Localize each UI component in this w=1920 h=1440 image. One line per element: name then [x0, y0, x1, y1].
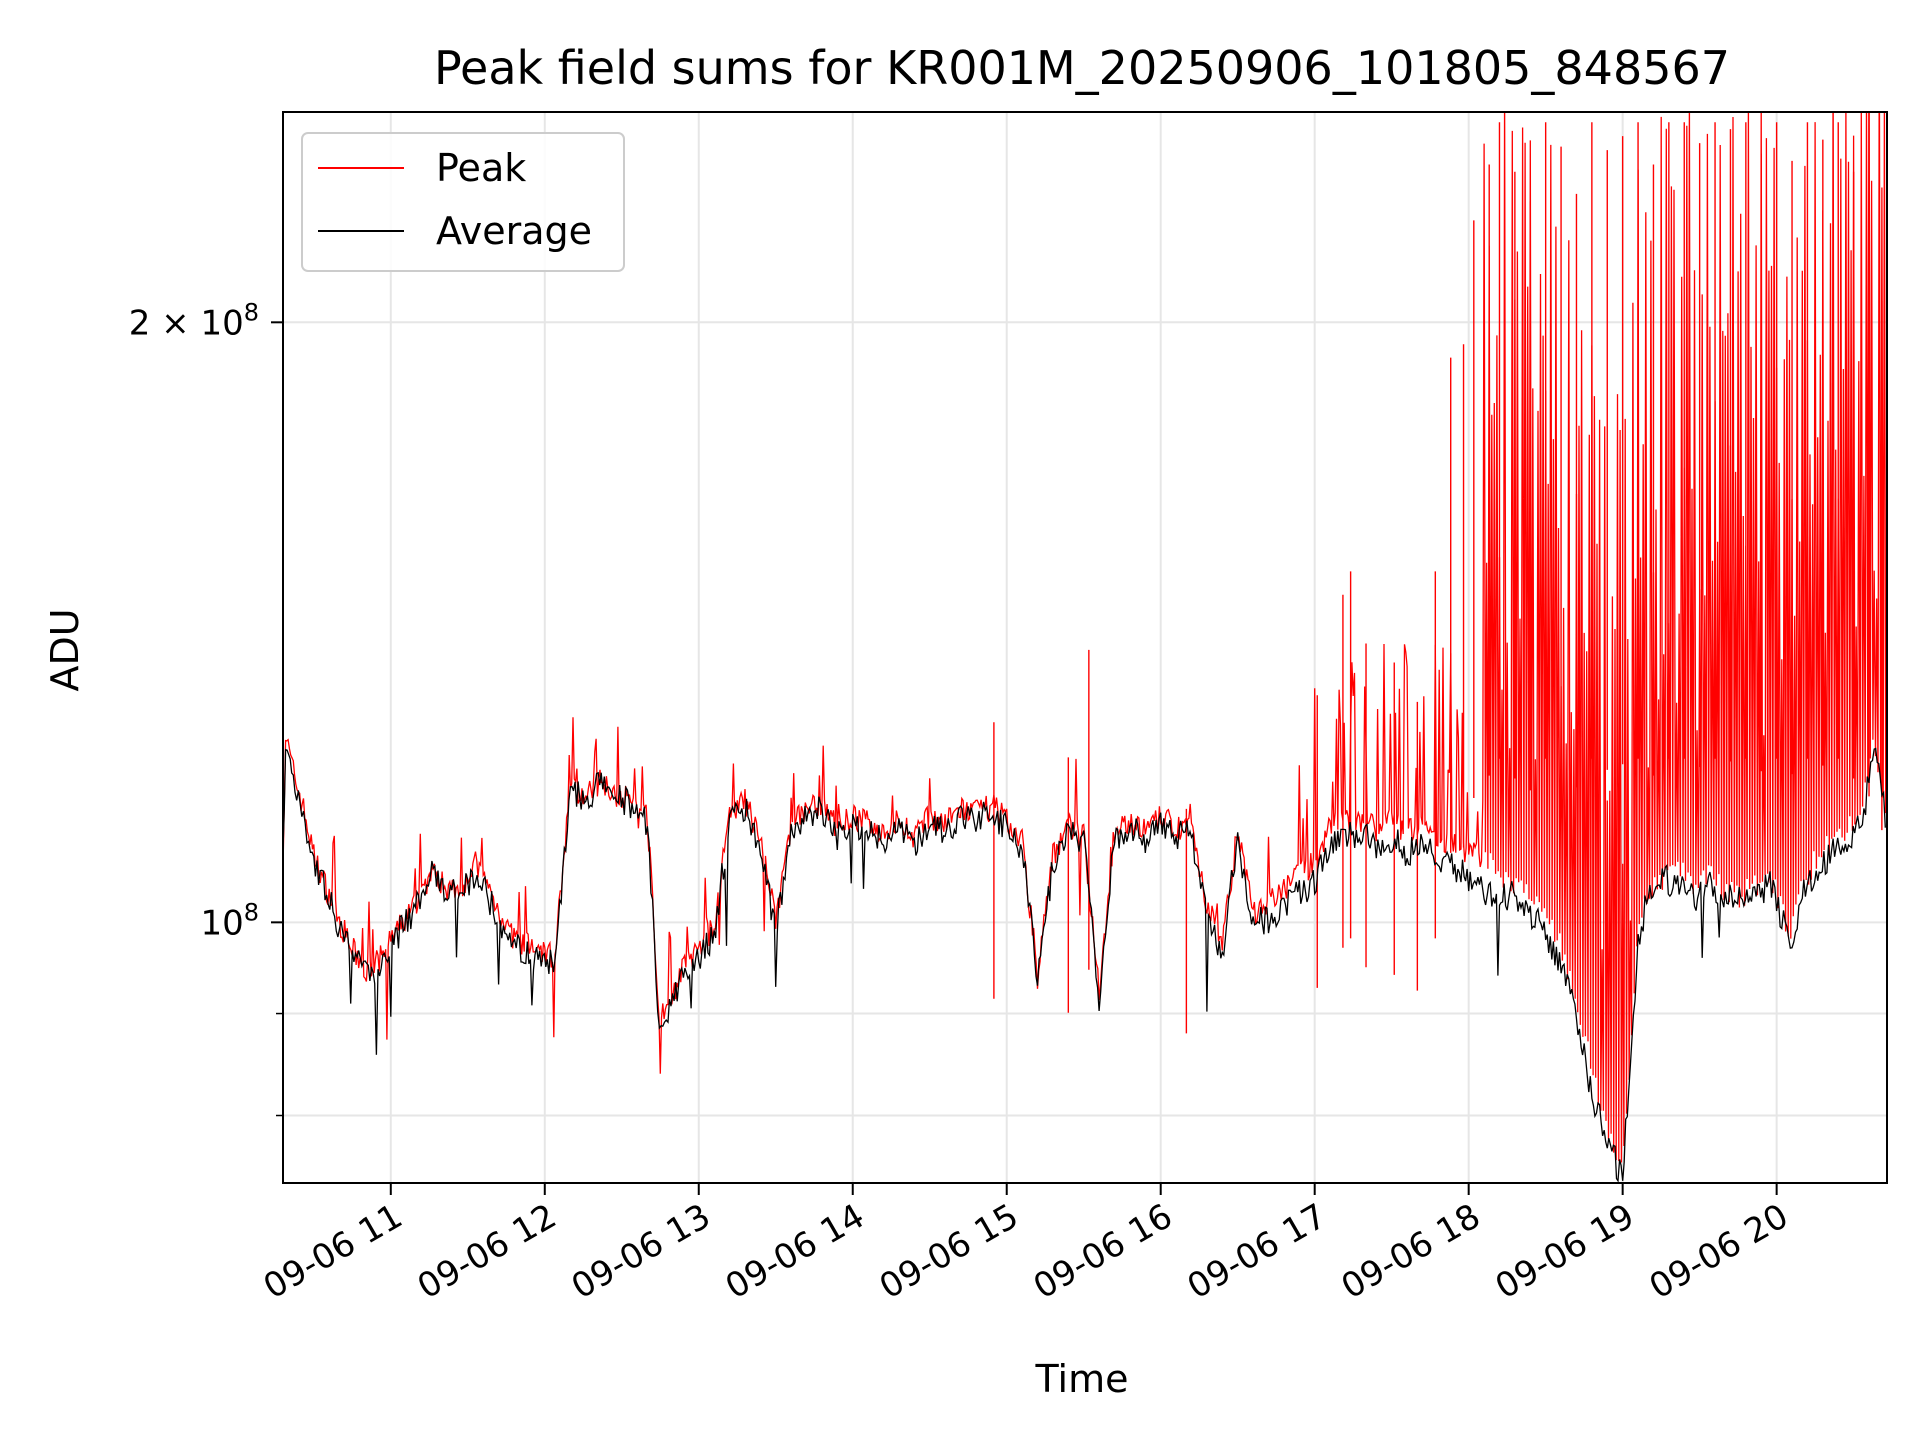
- plot-area: [283, 112, 1887, 1183]
- legend-label-average: Average: [436, 209, 592, 253]
- y-tick-label: 2 × 108: [129, 298, 259, 343]
- y-tick-exponent: 8: [244, 298, 259, 326]
- y-tick-mantissa: 2 ×: [129, 303, 201, 343]
- legend-label-peak: Peak: [436, 146, 526, 190]
- plot-frame: [282, 111, 1888, 1184]
- y-tick-exponent: 8: [244, 898, 259, 926]
- legend: Peak Average: [301, 132, 625, 272]
- y-tick-base: 10: [200, 303, 243, 343]
- y-tick-label: 108: [200, 898, 259, 943]
- y-axis-label: ADU: [43, 608, 87, 691]
- series-line-average: [283, 747, 1886, 1183]
- x-axis-label: Time: [1035, 1357, 1129, 1401]
- y-tick-base: 10: [200, 903, 243, 943]
- chart-title: Peak field sums for KR001M_20250906_1018…: [434, 41, 1730, 95]
